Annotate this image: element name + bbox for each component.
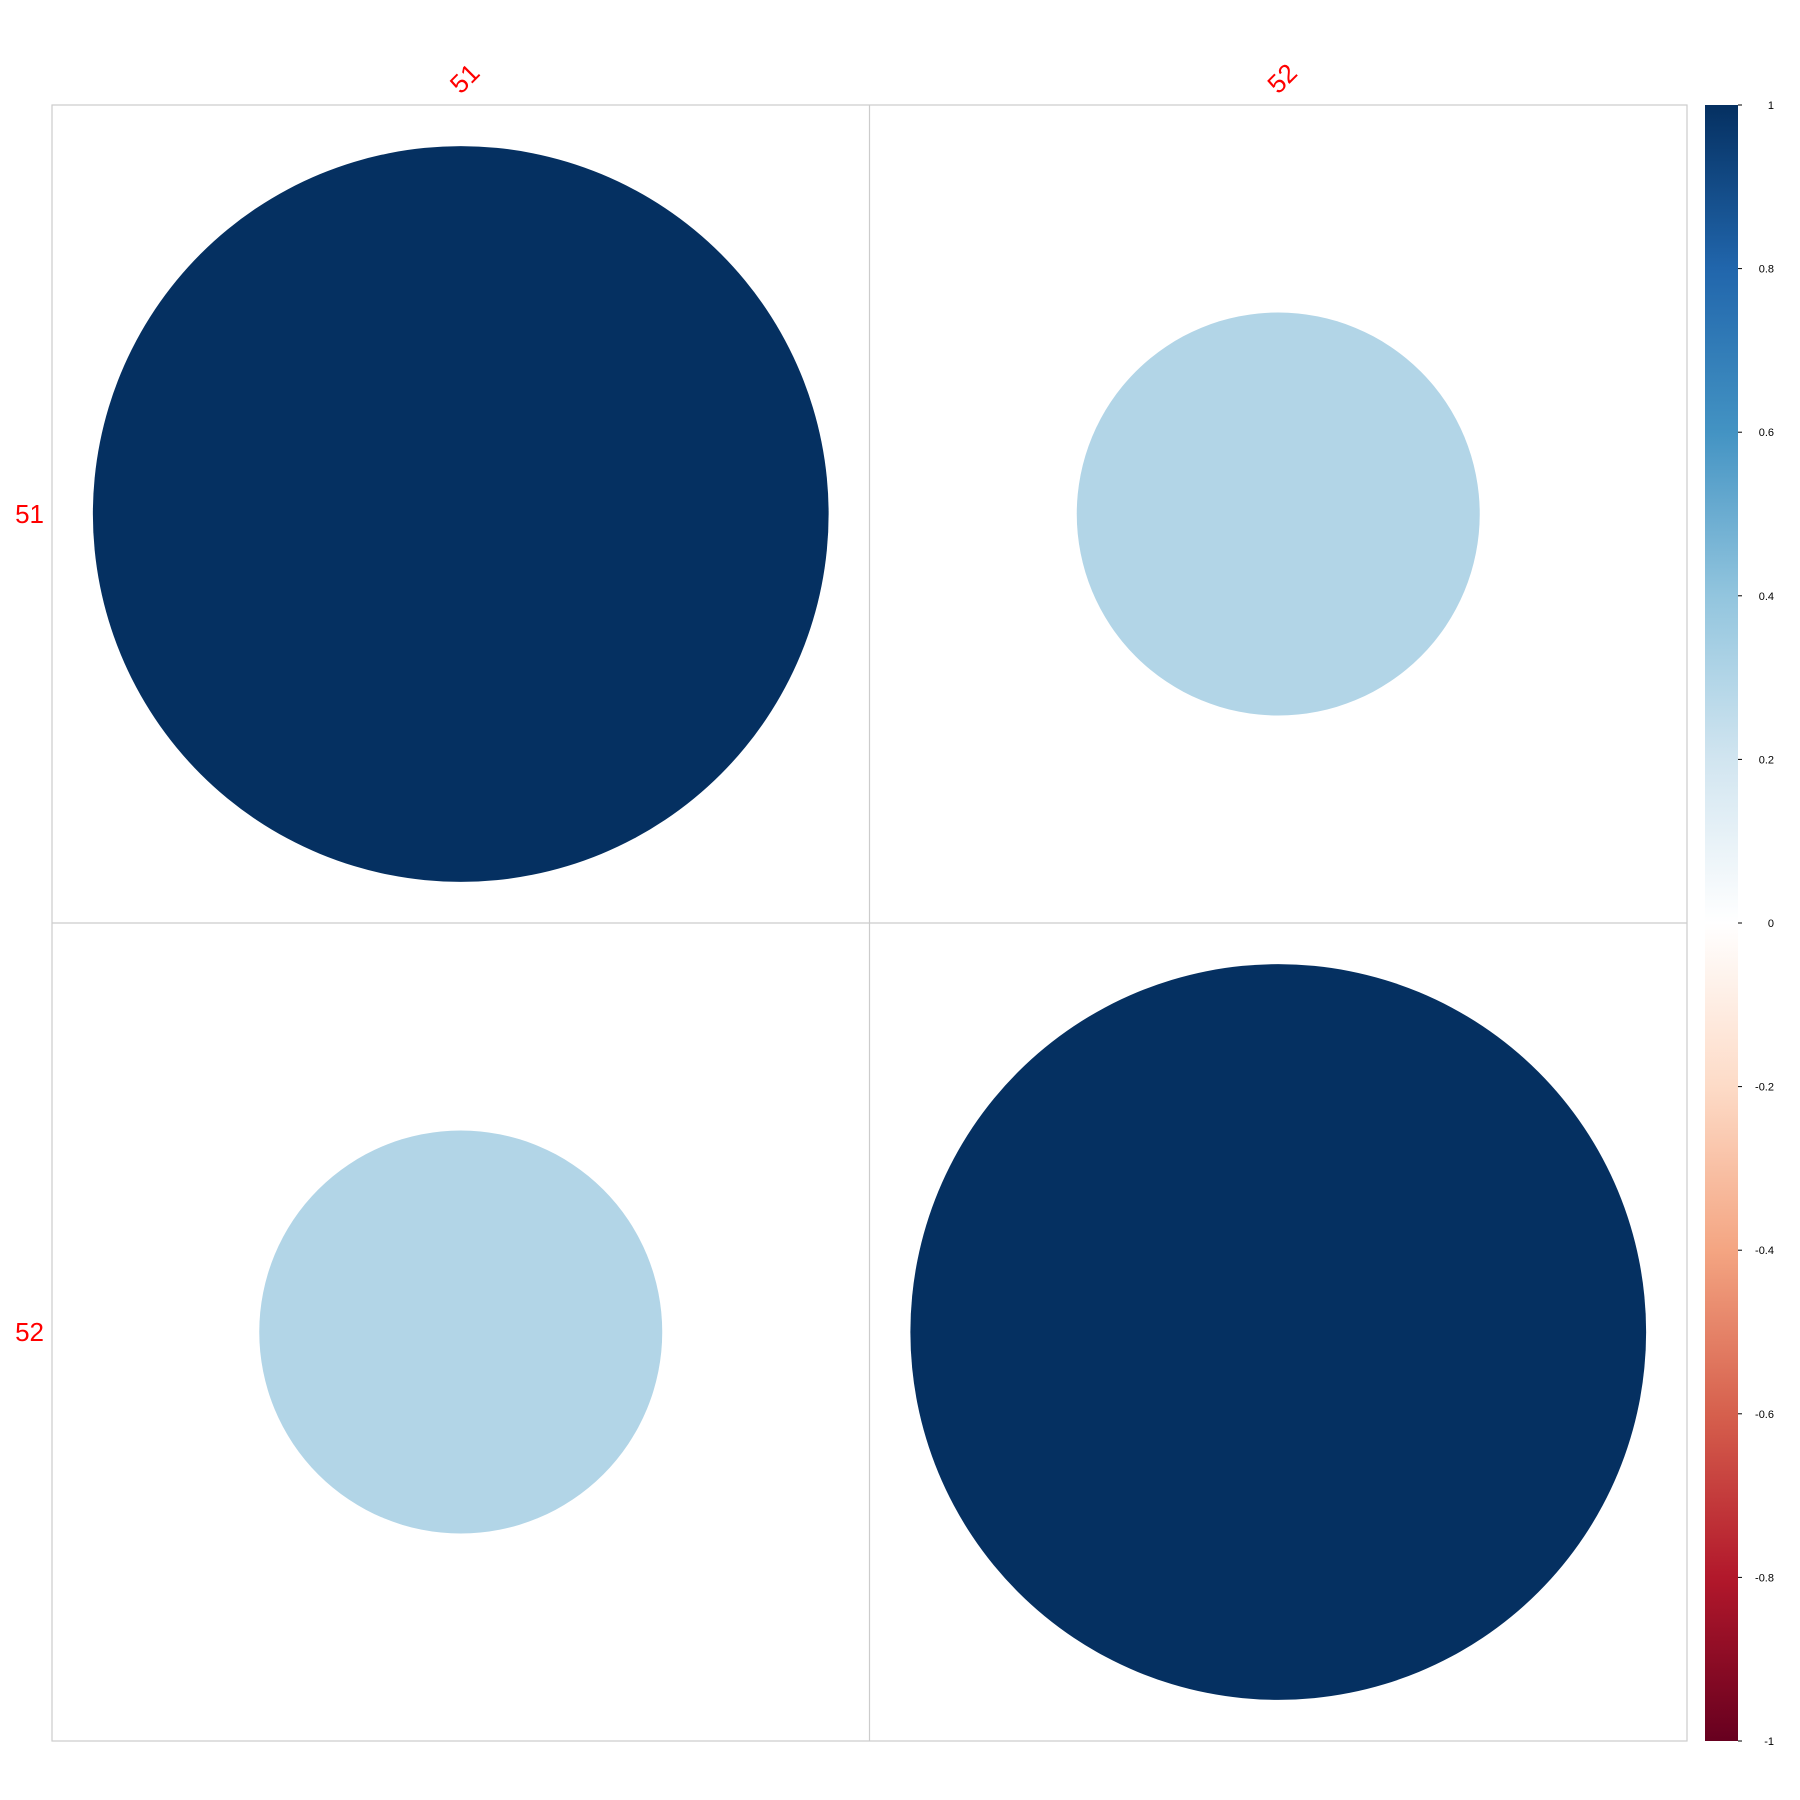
colorbar-tick-label: 0.4	[1759, 591, 1774, 603]
colorbar-tick-label: 0	[1768, 918, 1774, 930]
colorbar-tick-label: -0.4	[1755, 1245, 1774, 1257]
correlation-circle-52-51	[259, 1130, 663, 1534]
colorbar-gradient	[1705, 105, 1738, 1741]
colorbar: 1 0.8 0.6 0.4 0.2 0 -0.2 -0.4 -0.6 -0.8 -1	[1705, 100, 1774, 1748]
colorbar-tick-label: 0.2	[1759, 754, 1774, 766]
colorbar-tick-label: -1	[1764, 1736, 1774, 1748]
correlation-circles	[92, 146, 1647, 1700]
col-label-52: 52	[1261, 58, 1303, 100]
colorbar-tick-label: 0.8	[1759, 264, 1774, 276]
colorbar-tick-label: 0.6	[1759, 427, 1774, 439]
correlation-circle-52-52	[910, 964, 1647, 1700]
row-label-51: 51	[15, 499, 44, 529]
correlation-circle-51-51	[92, 146, 829, 882]
colorbar-tick-label: -0.6	[1755, 1409, 1774, 1421]
plot-grid	[51, 104, 1688, 1742]
colorbar-tick-label: -0.2	[1755, 1082, 1774, 1094]
colorbar-tick-label: 1	[1768, 100, 1774, 112]
row-label-52: 52	[15, 1317, 44, 1347]
colorbar-tick-label: -0.8	[1755, 1572, 1774, 1584]
correlation-circle-51-52	[1076, 312, 1480, 716]
col-label-51: 51	[444, 58, 486, 100]
